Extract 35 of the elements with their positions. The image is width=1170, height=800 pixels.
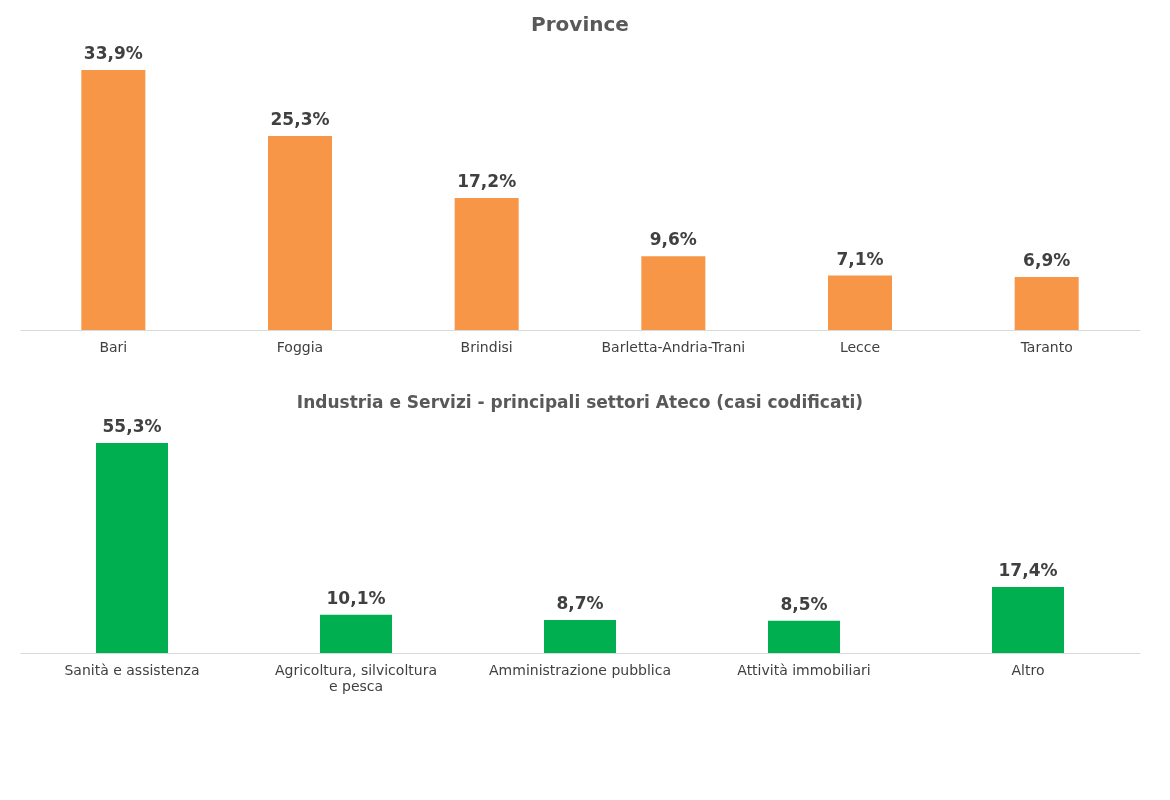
data-label: 55,3% [102, 416, 162, 436]
x-tick-label: Brindisi [460, 338, 513, 355]
x-tick-label: Bari [99, 338, 128, 355]
bar [768, 620, 840, 653]
data-label: 17,4% [998, 559, 1058, 580]
data-label: 7,1% [836, 248, 884, 269]
x-tick-label: Lecce [839, 338, 881, 355]
bar [992, 586, 1064, 653]
data-label: 6,9% [1023, 250, 1071, 271]
bar [641, 256, 706, 330]
bar [454, 198, 519, 330]
data-label: 8,5% [780, 593, 828, 614]
x-tick-label: Amministrazione pubblica [489, 661, 671, 678]
x-tick-label: Taranto [1019, 338, 1073, 355]
x-tick-label: Sanità e assistenza [64, 661, 200, 678]
bar [81, 70, 146, 330]
data-label: 33,9% [83, 43, 143, 63]
data-label: 25,3% [270, 108, 330, 129]
data-label: 9,6% [649, 229, 697, 250]
x-tick-label: Attività immobiliari [737, 661, 871, 678]
bar [1014, 277, 1079, 330]
bar [96, 443, 168, 653]
data-label: 17,2% [457, 171, 517, 192]
x-tick-label: Agricoltura, silvicoltura e pesca [275, 661, 437, 694]
bar [544, 619, 616, 653]
bar [320, 614, 392, 653]
x-tick-label: Altro [1011, 661, 1045, 678]
x-tick-label: Foggia [276, 338, 324, 355]
data-label: 10,1% [326, 587, 386, 608]
data-label: 8,7% [556, 592, 604, 613]
x-tick-label: Barletta-Andria-Trani [601, 338, 746, 355]
chart-title: Industria e Servizi - principali settori Ateco (casi codificati) [296, 392, 864, 412]
bar [268, 135, 332, 330]
bar [828, 275, 892, 330]
chart-title: Province [531, 12, 629, 36]
